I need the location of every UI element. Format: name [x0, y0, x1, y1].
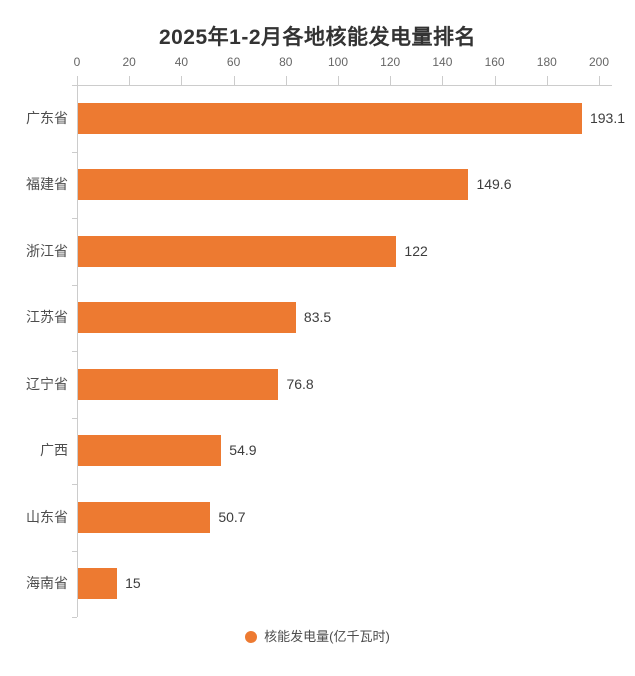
x-axis-tick-mark: [285, 76, 287, 85]
x-axis-tick-label: 160: [484, 55, 505, 69]
x-axis-tick-label: 120: [380, 55, 401, 69]
bar[interactable]: [78, 368, 279, 400]
x-axis-tick-label: 20: [122, 55, 136, 69]
bar[interactable]: [78, 102, 582, 134]
category-label: 江苏省: [26, 309, 68, 326]
bar-value-label: 149.6: [476, 176, 512, 193]
x-axis-tick-mark: [494, 76, 496, 85]
category-label: 福建省: [26, 176, 68, 193]
y-axis-tick-mark: [72, 85, 77, 86]
category-label: 广西: [40, 442, 68, 459]
x-axis-tick-label: 100: [327, 55, 349, 69]
category-label: 浙江省: [26, 242, 68, 259]
x-axis-tick-label: 0: [73, 55, 81, 69]
bar-value-label: 50.7: [218, 508, 246, 525]
x-axis-tick-mark: [181, 76, 183, 85]
bar[interactable]: [78, 568, 118, 600]
x-axis-tick-label: 200: [588, 55, 610, 69]
x-axis-tick-mark: [546, 76, 548, 85]
category-label: 山东省: [26, 508, 68, 525]
x-axis-tick-mark: [77, 76, 78, 85]
y-axis-tick-mark: [72, 151, 77, 153]
category-label: 辽宁省: [26, 375, 68, 392]
x-axis-tick-label: 140: [432, 55, 453, 69]
chart-title: 2025年1-2月各地核能发电量排名: [158, 26, 477, 49]
x-axis-tick-label: 180: [536, 55, 557, 69]
bar-value-label: 15: [125, 575, 141, 592]
bar[interactable]: [78, 302, 296, 334]
bar[interactable]: [78, 235, 397, 267]
x-axis-tick-label: 60: [226, 55, 241, 69]
bar-value-label: 122: [404, 242, 428, 259]
y-axis-tick-mark: [72, 284, 77, 286]
legend-circle-marker: [245, 630, 258, 643]
x-axis-tick-mark: [390, 76, 392, 85]
legend-label: 核能发电量(亿千瓦时): [264, 629, 390, 644]
y-axis-tick-mark: [72, 550, 77, 552]
bar-value-label: 76.8: [286, 375, 314, 392]
y-axis-line: [77, 85, 78, 617]
bar[interactable]: [78, 169, 469, 201]
bar-value-label: 193.1: [589, 109, 626, 126]
x-axis-line: [77, 85, 612, 86]
x-axis-tick-mark: [442, 76, 444, 85]
x-axis-tick-label: 80: [279, 55, 293, 69]
x-axis-tick-mark: [129, 76, 131, 85]
x-axis-tick-mark: [233, 76, 235, 85]
x-axis-tick-mark: [599, 76, 600, 85]
y-axis-tick-mark: [72, 484, 77, 485]
x-axis-tick-label: 40: [174, 55, 189, 69]
y-axis-tick-mark: [72, 218, 77, 219]
bar[interactable]: [78, 435, 222, 467]
y-axis-tick-mark: [72, 617, 77, 618]
bar-value-label: 54.9: [229, 442, 257, 459]
bar-value-label: 83.5: [303, 309, 332, 326]
y-axis-tick-mark: [72, 351, 77, 352]
category-label: 广东省: [26, 109, 68, 126]
bar[interactable]: [78, 501, 211, 533]
x-axis-tick-mark: [338, 76, 339, 85]
legend-item[interactable]: 核能发电量(亿千瓦时): [0, 629, 635, 644]
y-axis-tick-mark: [72, 417, 77, 419]
category-label: 海南省: [26, 575, 68, 592]
